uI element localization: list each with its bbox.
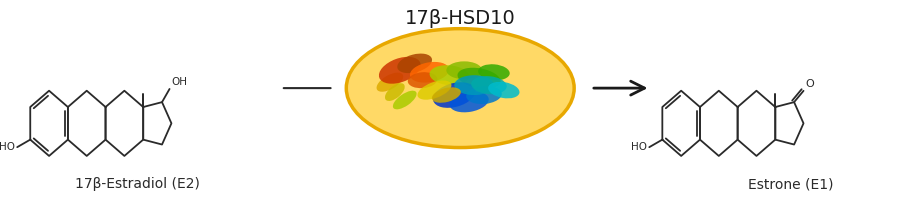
Ellipse shape bbox=[477, 64, 509, 80]
Text: OH: OH bbox=[171, 77, 188, 87]
Text: Estrone (E1): Estrone (E1) bbox=[748, 177, 833, 191]
Ellipse shape bbox=[407, 72, 437, 88]
Ellipse shape bbox=[346, 29, 574, 148]
Ellipse shape bbox=[393, 91, 416, 109]
Ellipse shape bbox=[433, 82, 475, 108]
Ellipse shape bbox=[457, 68, 500, 89]
Ellipse shape bbox=[417, 80, 451, 100]
Ellipse shape bbox=[384, 83, 404, 101]
Ellipse shape bbox=[378, 57, 420, 84]
Text: HO: HO bbox=[0, 142, 15, 152]
Text: 17β-Estradiol (E2): 17β-Estradiol (E2) bbox=[75, 177, 200, 191]
Ellipse shape bbox=[397, 54, 432, 73]
Ellipse shape bbox=[376, 73, 403, 92]
Ellipse shape bbox=[466, 86, 501, 104]
Ellipse shape bbox=[445, 61, 482, 79]
Ellipse shape bbox=[432, 87, 460, 103]
Ellipse shape bbox=[471, 76, 507, 94]
Text: 17β-HSD10: 17β-HSD10 bbox=[404, 9, 515, 28]
Text: O: O bbox=[804, 79, 814, 89]
Ellipse shape bbox=[487, 82, 519, 98]
Text: HO: HO bbox=[630, 142, 647, 152]
Ellipse shape bbox=[429, 65, 468, 85]
Text: CSIDS: CSIDS bbox=[390, 66, 510, 100]
Ellipse shape bbox=[409, 62, 448, 83]
Ellipse shape bbox=[454, 75, 494, 95]
Ellipse shape bbox=[449, 92, 488, 112]
